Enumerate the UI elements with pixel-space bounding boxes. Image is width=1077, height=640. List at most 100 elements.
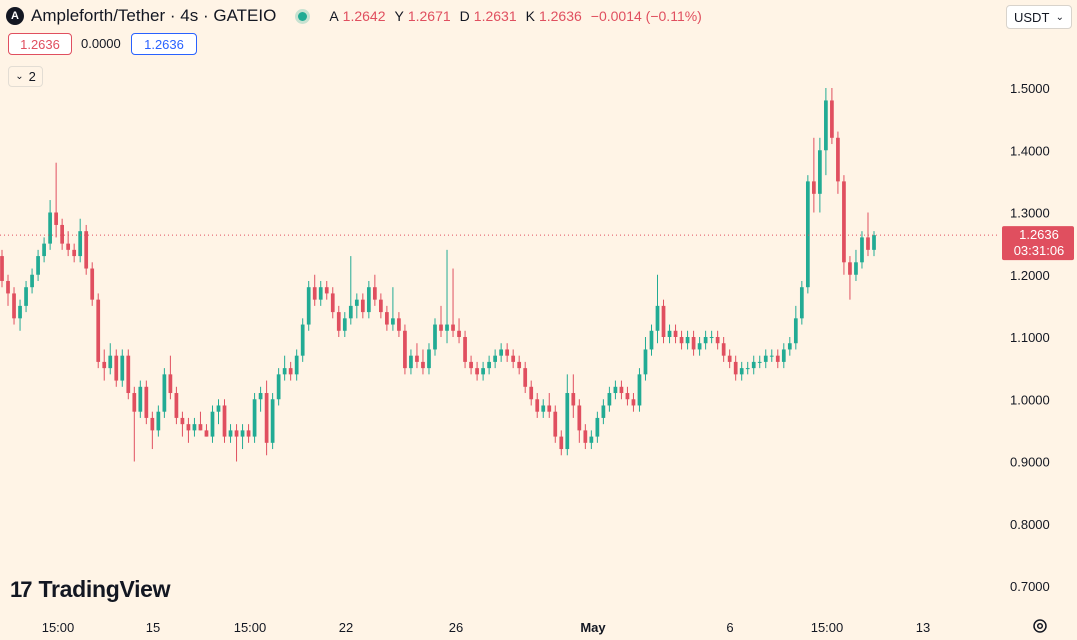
candle-body (96, 299, 101, 362)
y-tick-label: 0.8000 (1010, 517, 1050, 532)
price-change: −0.0014 (−0.11%) (590, 8, 702, 24)
candle-body (439, 324, 443, 331)
collapse-indicators-button[interactable]: ⌄ 2 (8, 66, 43, 87)
candle-body (144, 386, 149, 418)
candle-body (312, 287, 317, 300)
price-axis[interactable]: 1.5000 1.4000 1.3000 1.2000 1.1000 1.0000 0.90… (1010, 81, 1050, 594)
candle-body (0, 256, 4, 281)
candle-body (318, 287, 323, 300)
candle-body (842, 181, 846, 263)
candle-body (511, 355, 516, 362)
candle-body (397, 318, 401, 331)
candle-body (24, 287, 28, 306)
candle-body (150, 417, 155, 431)
candle-body (457, 330, 461, 337)
candle-body (715, 337, 720, 344)
x-tick-label: 15 (146, 620, 160, 635)
ampleforth-coin-icon: A (6, 7, 24, 25)
candle-body (781, 349, 786, 362)
buy-button[interactable]: 1.2636 (131, 33, 197, 55)
candle-body (487, 361, 491, 369)
candle-body (379, 299, 383, 313)
candle-body (475, 368, 479, 375)
candle-body (523, 368, 528, 387)
candle-body (535, 399, 540, 412)
ohlc-low-key: D (459, 8, 470, 24)
x-tick-label: May (580, 620, 606, 635)
candle-body (679, 337, 684, 344)
candle-body (300, 324, 305, 356)
candle-body (264, 393, 269, 443)
candle-body (102, 361, 107, 369)
candle-body (66, 243, 71, 250)
candle-body (649, 330, 654, 350)
chevron-down-icon: ⌄ (15, 71, 24, 82)
candle-body (763, 355, 768, 362)
x-tick-label: 6 (726, 620, 733, 635)
candle-body (120, 355, 125, 381)
candle-body (872, 235, 876, 250)
candle-body (90, 268, 95, 300)
candle-body (348, 305, 353, 319)
y-tick-label: 1.0000 (1010, 392, 1050, 407)
candle-body (727, 355, 732, 362)
candle-body (12, 293, 16, 319)
last-price-value: 1.2636 (1019, 227, 1059, 242)
candle-body (499, 349, 504, 356)
candle-body (427, 349, 431, 369)
candle-body (529, 386, 534, 400)
candle-body (132, 393, 137, 412)
candle-body (799, 287, 804, 319)
candle-body (691, 337, 696, 350)
candle-body (210, 411, 215, 437)
time-axis[interactable]: 15:00 15 15:00 22 26 May 6 15:00 13 (42, 620, 931, 635)
currency-select[interactable]: USDT ⌄ (1006, 5, 1072, 29)
candle-body (655, 305, 660, 331)
candle-body (385, 312, 389, 325)
candle-body (433, 324, 437, 350)
candle-body (787, 343, 792, 350)
tradingview-logo[interactable]: 17 TradingView (10, 576, 171, 603)
x-tick-label: 15:00 (42, 620, 75, 635)
x-tick-label: 26 (449, 620, 463, 635)
candle-body (48, 212, 52, 244)
candle-body (60, 224, 65, 244)
candle-body (84, 231, 89, 269)
candle-body (204, 430, 209, 437)
candle-body (553, 411, 558, 437)
sell-button[interactable]: 1.2636 (8, 33, 72, 55)
ohlc-values: A 1.2642 Y 1.2671 D 1.2631 K 1.2636 −0.0014 … (329, 8, 702, 24)
ohlc-low-value: 1.2631 (473, 8, 517, 24)
candle-body (643, 349, 648, 375)
ohlc-close-value: 1.2636 (538, 8, 582, 24)
symbol-header: A Ampleforth/Tether · 4s · GATEIO A 1.264… (6, 4, 702, 28)
candle-body (541, 405, 546, 412)
candle-body (866, 237, 870, 250)
candle-body (354, 299, 359, 306)
candle-body (625, 393, 630, 400)
candle-body (30, 274, 34, 288)
gear-icon[interactable] (1031, 617, 1049, 635)
candle-body (595, 417, 600, 437)
candle-body (409, 355, 413, 369)
candle-body (228, 430, 233, 437)
candle-body (824, 100, 828, 151)
candle-body (240, 430, 245, 437)
y-tick-label: 1.3000 (1010, 206, 1050, 221)
candle-body (282, 368, 287, 375)
candle-body (126, 355, 131, 394)
candle-body (661, 305, 666, 337)
candle-body (415, 355, 419, 362)
candle-body (751, 361, 756, 369)
symbol-title[interactable]: Ampleforth/Tether · 4s · GATEIO (31, 6, 277, 25)
candle-body (685, 337, 690, 344)
candle-body (421, 361, 425, 369)
candle-body (860, 237, 864, 263)
candle-body (565, 393, 570, 450)
candle-body (288, 368, 293, 375)
candle-body (673, 330, 678, 337)
ohlc-high-key: Y (394, 8, 404, 24)
candle-body (505, 349, 510, 356)
y-tick-label: 1.4000 (1010, 143, 1050, 158)
